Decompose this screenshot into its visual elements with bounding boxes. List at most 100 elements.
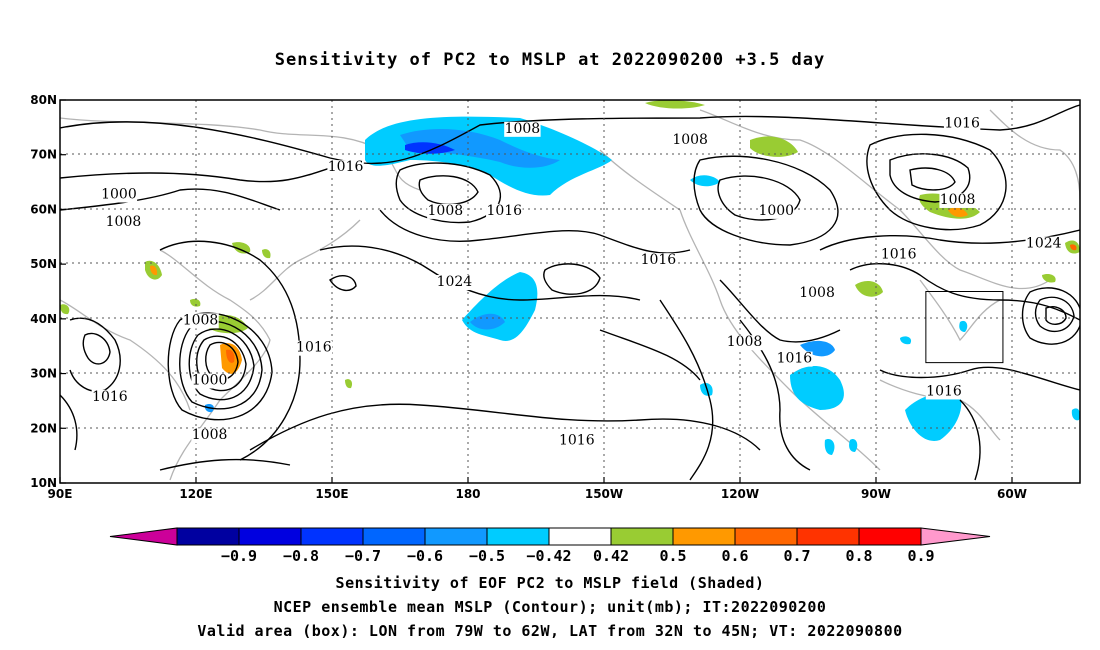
contour-label: 1008: [799, 285, 835, 301]
colorbar-label: −0.6: [407, 547, 443, 565]
contour-label-bg: [640, 253, 677, 269]
contour-label: 1016: [926, 383, 962, 399]
lat-tick-label: 10N: [30, 476, 57, 490]
mslp-contours: [60, 104, 1080, 481]
colorbar-label: 0.7: [783, 547, 810, 565]
contour-label: 1008: [192, 427, 228, 443]
contour-label: 1016: [296, 340, 332, 356]
contour-label-bg: [100, 187, 138, 203]
colorbar: −0.9 −0.8 −0.7 −0.6 −0.5 −0.42 0.42 0.5 0.6 0.7 0.…: [109, 527, 991, 565]
contour-label: 1016: [328, 159, 364, 175]
colorbar-label: 0.9: [907, 547, 934, 565]
plot-frame: [59, 99, 1081, 484]
colorbar-swatch: [300, 527, 364, 546]
contour-labels: 1008 1008 1016 1016 1000 1008 1008 1016 1000 1008…: [91, 115, 1062, 449]
contour-label-bg: [91, 389, 129, 405]
contour-label: 1016: [881, 247, 917, 263]
contour-label-bg: [427, 203, 464, 219]
colorbar-high-arrow: [920, 527, 991, 546]
contour-label-bg: [880, 247, 917, 263]
contour-label-bg: [939, 192, 976, 208]
colorbar-label: 0.5: [659, 547, 686, 565]
map-title: Sensitivity of PC2 to MSLP at 2022090200…: [274, 50, 826, 70]
colorbar-label: −0.9: [221, 547, 257, 565]
contour-label-bg: [486, 203, 523, 219]
lat-tick-label: 20N: [30, 421, 57, 435]
colorbar-swatch: [486, 527, 550, 546]
lon-tick-label: 60W: [997, 487, 1027, 501]
colorbar-swatch: [672, 527, 736, 546]
colorbar-label: −0.5: [469, 547, 505, 565]
contour-label-bg: [327, 160, 364, 176]
contour-label-bg: [758, 203, 795, 219]
contour-label: 1016: [486, 203, 522, 219]
contour-label-bg: [726, 335, 763, 351]
longitude-ticks: 90E 120E 150E 180 150W 120W 90W 60W: [48, 477, 1027, 501]
contour-label: 1008: [672, 132, 708, 148]
contour-label: 1016: [777, 351, 813, 367]
caption-line-2: NCEP ensemble mean MSLP (Contour); unit(…: [273, 598, 827, 616]
colorbar-swatch: [734, 527, 798, 546]
colorbar-label: −0.7: [345, 547, 381, 565]
lon-tick-label: 120E: [179, 487, 212, 501]
contour-label-bg: [671, 132, 709, 148]
lat-tick-label: 80N: [30, 93, 57, 107]
colorbar-label: 0.42: [593, 547, 629, 565]
lat-tick-label: 30N: [30, 367, 57, 381]
colorbar-swatch: [424, 527, 488, 546]
contour-label-bg: [191, 373, 228, 389]
colorbar-low-arrow: [109, 527, 178, 546]
lon-tick-label: 90E: [48, 487, 73, 501]
contour-label: 1008: [727, 334, 763, 350]
contour-label-bg: [943, 116, 981, 132]
contour-label: 1016: [559, 433, 595, 449]
contour-label-bg: [191, 428, 228, 444]
colorbar-swatch: [176, 527, 240, 546]
sensitivity-shading: [60, 100, 1080, 455]
graticule: [60, 100, 1080, 483]
contour-label: 1008: [940, 192, 976, 208]
contour-label: 1016: [641, 252, 677, 268]
contour-label-bg: [558, 433, 595, 449]
lon-tick-label: 150W: [585, 487, 623, 501]
colorbar-swatch: [610, 527, 674, 546]
caption-line-1: Sensitivity of EOF PC2 to MSLP field (Sh…: [335, 574, 765, 592]
contour-label-bg: [436, 275, 473, 291]
contour-label: 1016: [92, 389, 128, 405]
contour-label-bg: [1025, 236, 1062, 252]
contour-label-bg: [925, 384, 963, 400]
lon-tick-label: 90W: [861, 487, 891, 501]
contour-label-bg: [798, 285, 836, 301]
colorbar-swatch: [238, 527, 302, 546]
contour-label-bg: [182, 313, 219, 329]
lat-tick-label: 60N: [30, 202, 57, 216]
coastlines: [60, 109, 1080, 481]
colorbar-label: 0.6: [721, 547, 748, 565]
colorbar-label: 0.8: [845, 547, 872, 565]
contour-label-bg: [776, 351, 813, 367]
contour-label: 1024: [437, 274, 473, 290]
contour-label-bg: [504, 121, 541, 137]
latitude-ticks: 80N 70N 60N 50N 40N 30N 20N 10N: [30, 93, 66, 490]
colorbar-swatch: [548, 527, 612, 546]
colorbar-swatch: [858, 527, 922, 546]
contour-label: 1000: [101, 186, 137, 202]
lon-tick-label: 150E: [315, 487, 348, 501]
lon-tick-label: 180: [455, 487, 480, 501]
contour-label: 1008: [428, 203, 464, 219]
contour-label: 1008: [183, 312, 219, 328]
contour-label-bg: [295, 340, 333, 356]
contour-label: 1008: [106, 214, 142, 230]
contour-label: 1024: [1026, 236, 1062, 252]
colorbar-label: −0.42: [526, 547, 571, 565]
colorbar-label: −0.8: [283, 547, 319, 565]
colorbar-swatch: [796, 527, 860, 546]
contour-label: 1016: [944, 115, 980, 131]
lat-tick-label: 70N: [30, 148, 57, 162]
colorbar-swatch: [362, 527, 426, 546]
lat-tick-label: 40N: [30, 312, 57, 326]
contour-label: 1000: [758, 203, 794, 219]
contour-label: 1008: [505, 121, 541, 137]
caption-line-3: Valid area (box): LON from 79W to 62W, L…: [197, 622, 903, 640]
